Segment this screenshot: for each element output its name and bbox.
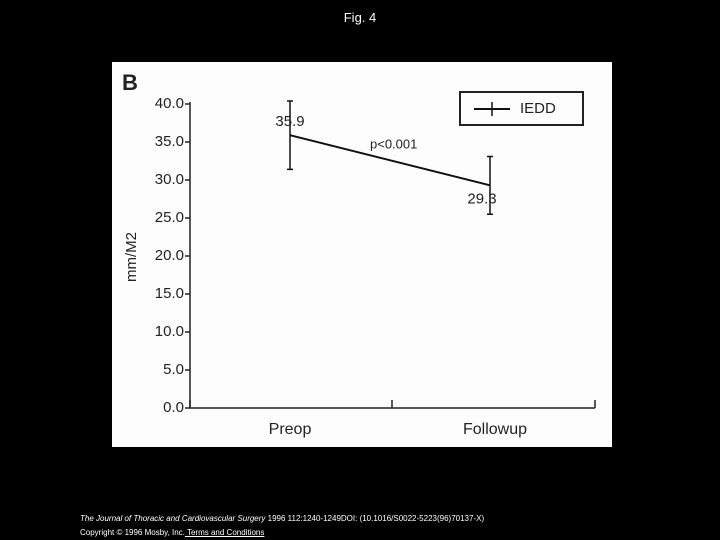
y-tick-label: 35.0 bbox=[155, 133, 184, 150]
annotation: p<0.001 bbox=[370, 136, 417, 151]
y-tick-label: 30.0 bbox=[155, 171, 184, 188]
copyright: Copyright © 1996 Mosby, Inc. bbox=[80, 528, 185, 537]
footer-line: Copyright © 1996 Mosby, Inc. Terms and C… bbox=[80, 528, 264, 537]
y-tick-label: 5.0 bbox=[163, 361, 184, 378]
terms-link[interactable]: Terms and Conditions bbox=[184, 528, 265, 537]
citation: 1996 112:1240-1249DOI: (10.1016/S0022-52… bbox=[265, 514, 485, 523]
legend-label: IEDD bbox=[520, 100, 556, 117]
data-line bbox=[289, 134, 491, 187]
y-axis-label: mm/M2 bbox=[123, 232, 140, 282]
y-tick-label: 10.0 bbox=[155, 323, 184, 340]
data-label: 35.9 bbox=[275, 113, 304, 130]
y-tick-label: 25.0 bbox=[155, 209, 184, 226]
x-tick-label: Followup bbox=[463, 421, 527, 438]
panel bbox=[112, 62, 612, 447]
x-tick-label: Preop bbox=[269, 421, 312, 438]
y-tick-label: 15.0 bbox=[155, 285, 184, 302]
data-label: 29.3 bbox=[467, 190, 496, 207]
error-bar bbox=[287, 100, 293, 171]
legend-box bbox=[459, 91, 584, 126]
y-tick-label: 0.0 bbox=[163, 399, 184, 416]
y-tick-label: 20.0 bbox=[155, 247, 184, 264]
chart: Bmm/M2 0.0 5.0 10.0 15.0 20.0 25.0 30.0 35.0 40.0… bbox=[112, 62, 612, 447]
y-tick-label: 40.0 bbox=[155, 95, 184, 112]
slide-title: Fig. 4 bbox=[343, 10, 377, 25]
error-bar bbox=[487, 155, 493, 215]
footer-line: The Journal of Thoracic and Cardiovascul… bbox=[80, 514, 484, 523]
journal: The Journal of Thoracic and Cardiovascul… bbox=[80, 514, 266, 523]
panel-label: B bbox=[122, 70, 138, 95]
